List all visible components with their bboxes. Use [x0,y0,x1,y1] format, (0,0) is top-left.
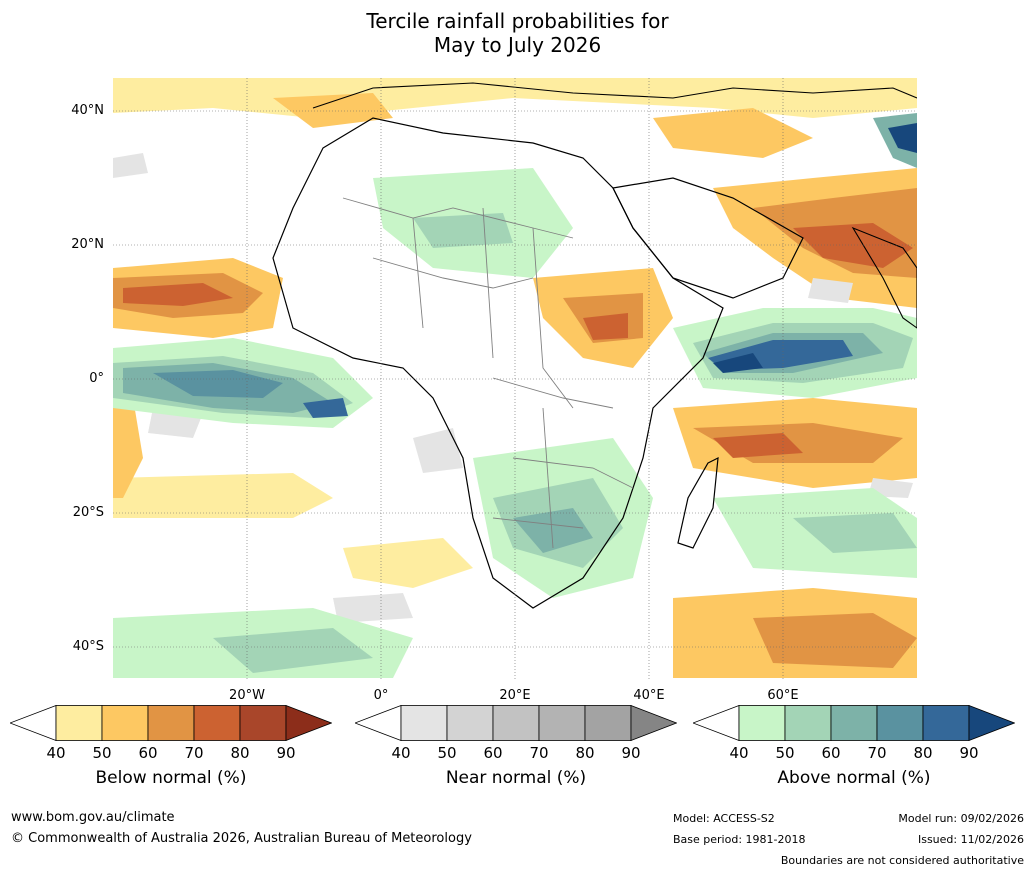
footer-website: www.bom.gov.au/climate [11,810,175,825]
below-normal-areas [113,78,917,678]
lat-label-40s: 40°S [72,639,104,654]
colorbar-graphic [353,704,678,742]
lon-label-60e: 60°E [767,688,799,703]
tick-label: 90 [276,744,296,762]
colorbar-swatch [538,705,586,741]
colorbar-swatch [784,705,832,741]
tick-label: 40 [391,744,411,762]
colorbar-high-extend [968,704,1016,742]
colorbar-graphic [691,704,1016,742]
footer-model: Model: ACCESS-S2 [673,812,775,825]
lon-label-40e: 40°E [633,688,665,703]
graticule [113,78,917,681]
map-canvas [113,78,917,681]
title-line-2: May to July 2026 [433,33,602,57]
tick-label: 70 [867,744,887,762]
tick-label: 90 [621,744,641,762]
arabia-coastline [612,177,804,299]
tick-label: 60 [138,744,158,762]
map-title: Tercile rainfall probabilities for May t… [0,9,1035,57]
lat-label-0: 0° [89,371,104,386]
probability-map [113,78,917,681]
colorbar-swatch [492,705,540,741]
colorbar-swatch [147,705,195,741]
tick-label: 50 [437,744,457,762]
africa-coastline [272,117,724,609]
lon-label-20e: 20°E [499,688,531,703]
colorbar-swatch [101,705,149,741]
tick-label: 60 [821,744,841,762]
footer-disclaimer: Boundaries are not considered authoritat… [780,854,1024,867]
india-coastline [851,226,917,329]
tick-label: 80 [575,744,595,762]
lat-label-20n: 20°N [71,237,104,252]
colorbar-swatch [55,705,103,741]
colorbar-swatch [922,705,970,741]
near-normal-areas [113,153,913,623]
colorbar-below-normal-label: Below normal (%) [95,768,247,788]
country-borders [342,197,634,549]
footer-base-period: Base period: 1981-2018 [673,833,806,846]
colorbar-graphic [8,704,333,742]
tick-label: 50 [775,744,795,762]
tick-label: 50 [92,744,112,762]
tick-label: 70 [529,744,549,762]
tick-label: 40 [729,744,749,762]
colorbar-swatch [584,705,632,741]
colorbar-near-normal [353,704,678,745]
tick-label: 90 [959,744,979,762]
tick-label: 80 [913,744,933,762]
footer-issued: Issued: 11/02/2026 [917,833,1024,846]
title-line-1: Tercile rainfall probabilities for [366,9,669,33]
colorbar-swatch [446,705,494,741]
colorbar-swatch [830,705,878,741]
tick-label: 60 [483,744,503,762]
colorbar-above-normal-label: Above normal (%) [777,768,931,788]
colorbar-swatch [738,705,786,741]
colorbar-below-normal [8,704,333,745]
lat-label-40n: 40°N [71,103,104,118]
footer-model-run: Model run: 09/02/2026 [898,812,1024,825]
madagascar-coastline [677,456,719,549]
colorbar-swatch [239,705,287,741]
colorbar-high-extend [630,704,678,742]
lon-label-20w: 20°W [229,688,265,703]
above-normal-areas [113,113,917,678]
colorbar-low-extend [353,704,402,742]
colorbar-low-extend [8,704,57,742]
colorbar-swatch [193,705,241,741]
tick-label: 80 [230,744,250,762]
europe-coastline [312,82,917,109]
colorbar-near-normal-label: Near normal (%) [445,768,587,788]
lat-label-20s: 20°S [72,505,104,520]
colorbar-high-extend [285,704,333,742]
colorbar-above-normal [691,704,1016,745]
footer-copyright: © Commonwealth of Australia 2026, Austra… [11,831,472,846]
colorbar-swatch [876,705,924,741]
tick-label: 40 [46,744,66,762]
lon-label-0: 0° [373,688,389,703]
colorbar-low-extend [691,704,740,742]
colorbar-swatch [400,705,448,741]
tick-label: 70 [184,744,204,762]
